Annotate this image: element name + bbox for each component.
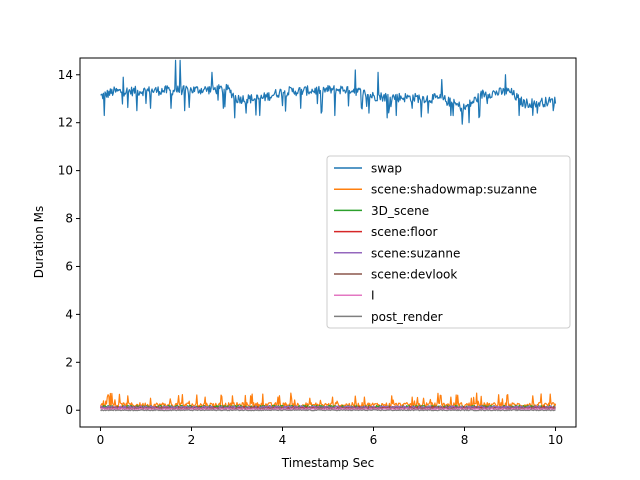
y-tick-label: 6 — [65, 259, 73, 273]
series-line-post-render — [100, 409, 556, 412]
x-tick-label: 4 — [279, 433, 287, 447]
x-tick-label: 6 — [370, 433, 378, 447]
y-tick-label: 8 — [65, 212, 73, 226]
legend: swap scene:shadowmap:suzanne 3D_scenescene… — [326, 155, 571, 329]
legend-label: scene:suzanne — [371, 246, 460, 260]
legend-label: post_render — [371, 310, 443, 324]
x-tick-label: 8 — [461, 433, 469, 447]
plot-frame — [79, 57, 577, 428]
y-axis-label: Duration Ms — [32, 206, 46, 279]
legend-label: swap — [371, 162, 402, 176]
y-tick-label: 12 — [58, 116, 73, 130]
series-line-i — [100, 407, 556, 411]
legend-label: scene:floor — [371, 225, 438, 239]
x-axis-label: Timestamp Sec — [281, 456, 374, 470]
y-tick-label: 2 — [65, 355, 73, 369]
y-tick-label: 0 — [65, 403, 73, 417]
legend-box — [326, 155, 571, 329]
legend-label: I — [371, 289, 375, 303]
y-tick-label: 10 — [58, 164, 73, 178]
x-tick-label: 2 — [188, 433, 196, 447]
legend-label: scene:shadowmap:suzanne — [371, 183, 537, 197]
series-line-scene-devlook — [100, 407, 556, 410]
x-tick-label: 0 — [97, 433, 105, 447]
legend-label: 3D_scene — [371, 204, 429, 218]
series-line-swap — [100, 59, 557, 125]
y-tick-label: 4 — [65, 307, 73, 321]
series-layer — [99, 59, 557, 412]
legend-label: scene:devlook — [371, 268, 457, 282]
y-axis-ticks: 0 2 4 6 8 10 12 14 — [58, 68, 80, 417]
x-tick-label: 10 — [548, 433, 563, 447]
y-tick-label: 14 — [58, 68, 73, 82]
x-axis-ticks: 0 2 4 6 8 10 — [97, 427, 563, 447]
